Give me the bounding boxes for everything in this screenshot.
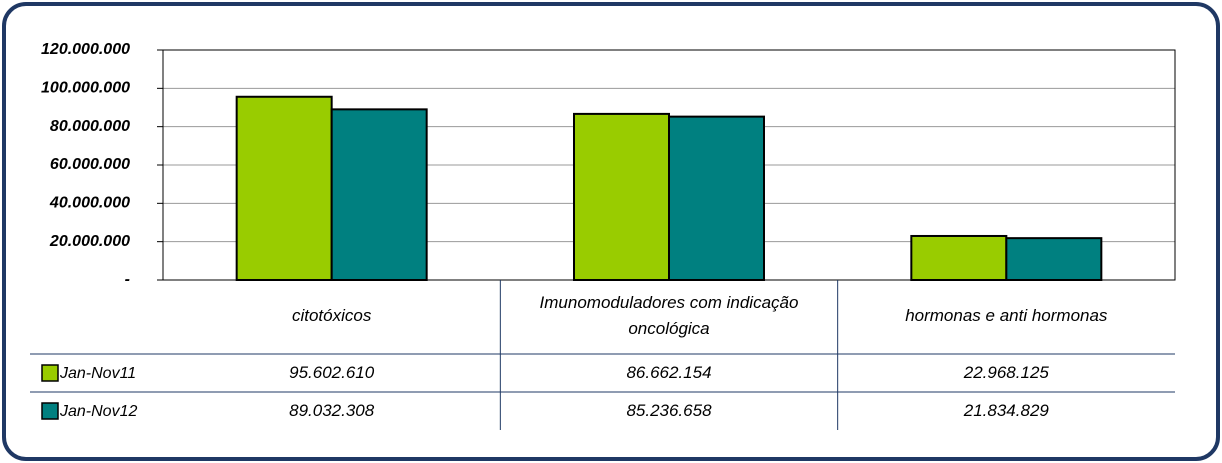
category-label: citotóxicos (291, 306, 372, 325)
table-value: 21.834.829 (963, 401, 1049, 420)
category-label: Imunomoduladores com indicação oncológic… (539, 293, 799, 338)
table-value: 95.602.610 (289, 363, 375, 382)
bar (910, 234, 1008, 282)
bar (1005, 237, 1103, 282)
legend-label: Jan-Nov12 (59, 403, 137, 420)
table-value: 22.968.125 (963, 363, 1049, 382)
y-tick-label: 20.000.000 (49, 233, 130, 250)
table-value: 86.662.154 (626, 363, 712, 382)
y-tick-label: 120.000.000 (41, 41, 130, 58)
legend-label: Jan-Nov11 (59, 365, 136, 382)
y-tick-label: - (125, 271, 130, 288)
table-value: 89.032.308 (289, 401, 375, 420)
bar (330, 108, 428, 282)
y-tick-label: 40.000.000 (49, 195, 130, 212)
y-tick-label: 100.000.000 (41, 80, 130, 97)
bar (668, 115, 765, 281)
legend-key (41, 402, 59, 420)
legend-key (41, 364, 59, 382)
bar (235, 95, 333, 282)
bar (573, 112, 670, 281)
y-tick-label: 60.000.000 (50, 156, 130, 173)
y-tick-label: 80.000.000 (50, 118, 130, 135)
table-value: 85.236.658 (626, 401, 712, 420)
category-label: hormonas e anti hormonas (905, 306, 1108, 325)
